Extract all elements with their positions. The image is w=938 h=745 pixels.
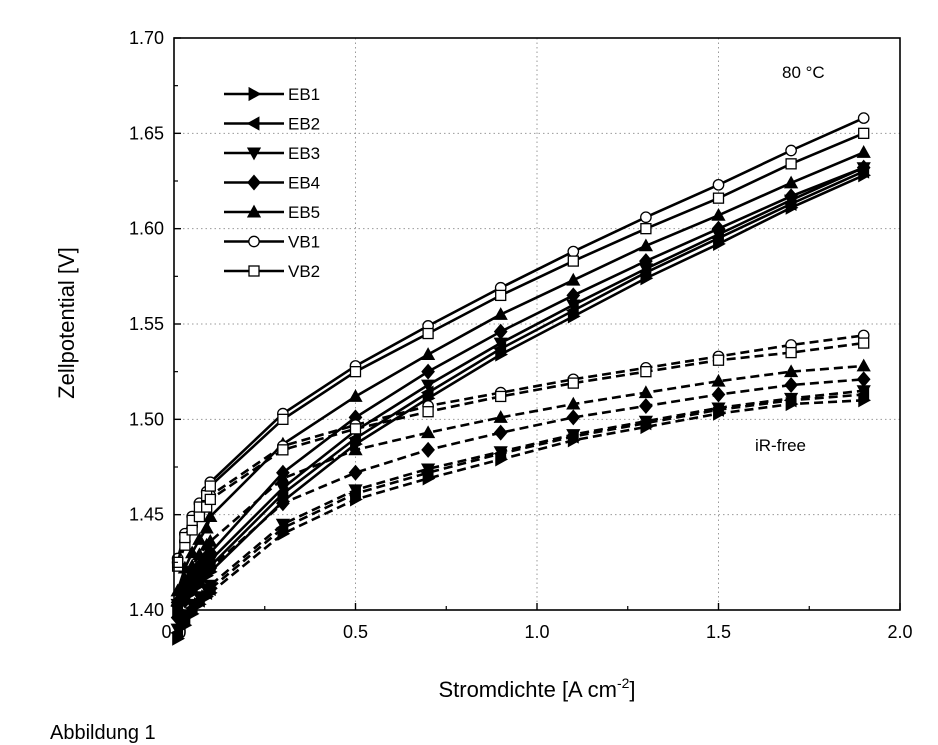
series-vb2-ir-free-point xyxy=(859,338,869,348)
series-vb2-point xyxy=(786,159,796,169)
y-tick-label: 1.45 xyxy=(129,505,164,525)
legend-item-vb2: VB2 xyxy=(224,262,320,281)
series-eb5-point xyxy=(201,522,213,533)
series-eb5-point xyxy=(422,349,434,360)
y-tick-label: 1.50 xyxy=(129,409,164,429)
y-tick-label: 1.65 xyxy=(129,123,164,143)
legend-item-eb3: EB3 xyxy=(224,144,320,163)
series-eb4-point xyxy=(422,365,434,379)
series-eb4-ir-free-point xyxy=(422,443,434,457)
series-vb1-point xyxy=(641,212,651,222)
chart-canvas: 0.0 0.5 1.0 1.5 2.0 1.40 1.45 1.50 1.55 1.60 1.65 1… xyxy=(0,0,938,720)
x-tick-label: 1.0 xyxy=(524,622,549,642)
series-eb5-ir-free-point xyxy=(858,360,870,371)
series-vb2-point xyxy=(423,329,433,339)
y-tick-label: 1.40 xyxy=(129,600,164,620)
series-vb2-point xyxy=(714,193,724,203)
legend-marker-vb1 xyxy=(249,236,259,246)
y-tick-label: 1.70 xyxy=(129,28,164,48)
series-eb5-point xyxy=(350,390,362,401)
series-vb2-point xyxy=(278,414,288,424)
legend-item-eb5: EB5 xyxy=(224,203,320,222)
series-vb2-ir-free-point xyxy=(187,525,197,535)
series-vb1-point xyxy=(568,246,578,256)
series-vb2-ir-free-point xyxy=(786,348,796,358)
legend-label-eb5: EB5 xyxy=(288,203,320,222)
legend: EB1 EB2 EB3 EB4 EB5 VB1 VB2 xyxy=(224,85,320,281)
legend-marker-eb2 xyxy=(248,118,259,130)
series-layer xyxy=(172,113,870,645)
x-tick-label: 0.0 xyxy=(161,622,186,642)
axis-ticks: 0.0 0.5 1.0 1.5 2.0 1.40 1.45 1.50 1.55 1.60 1.65 1… xyxy=(129,28,913,642)
legend-item-eb1: EB1 xyxy=(224,85,320,104)
y-tick-label: 1.60 xyxy=(129,219,164,239)
ir-free-annotation: iR-free xyxy=(755,436,806,455)
series-eb4-point xyxy=(495,325,507,339)
series-eb3 xyxy=(172,163,870,635)
series-vb2-point xyxy=(205,481,215,491)
series-eb4-ir-free-point xyxy=(785,378,797,392)
series-eb4-ir-free-point xyxy=(567,410,579,424)
legend-label-eb3: EB3 xyxy=(288,144,320,163)
legend-item-vb1: VB1 xyxy=(224,233,320,252)
series-vb2-ir-free-point xyxy=(714,355,724,365)
series-vb2-ir-free-point xyxy=(641,367,651,377)
x-axis-title: Stromdichte [A cm-2] xyxy=(438,675,635,702)
x-tick-label: 0.5 xyxy=(343,622,368,642)
figure-caption: Abbildung 1 xyxy=(50,722,156,745)
series-vb2-point xyxy=(641,224,651,234)
x-axis-title-superscript: -2 xyxy=(617,675,630,691)
series-vb2-point xyxy=(859,128,869,138)
series-vb2-ir-free-point xyxy=(278,445,288,455)
series-eb4-ir-free-point xyxy=(640,399,652,413)
temperature-annotation: 80 °C xyxy=(782,63,825,82)
y-tick-label: 1.55 xyxy=(129,314,164,334)
legend-label-eb4: EB4 xyxy=(288,174,320,193)
series-eb4-ir-free-point xyxy=(858,372,870,386)
series-eb4-ir-free-point xyxy=(495,426,507,440)
series-vb2-point xyxy=(351,367,361,377)
series-vb1-point xyxy=(859,113,869,123)
series-vb1-point xyxy=(713,180,723,190)
series-vb2-ir-free-point xyxy=(568,378,578,388)
series-vb2-point xyxy=(496,290,506,300)
series-vb2-ir-free-point xyxy=(496,391,506,401)
y-axis-title: Zellpotential [V] xyxy=(54,247,79,399)
x-axis-title-main: Stromdichte [A cm xyxy=(438,677,617,702)
series-eb4-ir-free-point xyxy=(713,388,725,402)
series-eb4-ir-free-point xyxy=(350,466,362,480)
series-vb2-ir-free-point xyxy=(351,424,361,434)
series-eb5-ir-free-point xyxy=(422,427,434,438)
legend-label-vb1: VB1 xyxy=(288,233,320,252)
series-eb3-ir-free-line xyxy=(178,391,864,629)
series-vb2-ir-free-point xyxy=(194,512,204,522)
x-axis-title-tail: ] xyxy=(629,677,635,702)
series-vb1-point xyxy=(786,145,796,155)
series-eb2-ir-free-line xyxy=(178,395,864,633)
legend-marker-eb1 xyxy=(249,88,260,100)
legend-marker-vb2 xyxy=(249,266,259,276)
legend-label-vb2: VB2 xyxy=(288,262,320,281)
series-vb2-ir-free-point xyxy=(205,494,215,504)
legend-label-eb1: EB1 xyxy=(288,85,320,104)
series-eb5-point xyxy=(858,146,870,157)
legend-marker-eb4 xyxy=(248,176,260,190)
series-vb2-ir-free-point xyxy=(423,407,433,417)
legend-item-eb4: EB4 xyxy=(224,174,320,193)
x-tick-label: 1.5 xyxy=(706,622,731,642)
legend-item-eb2: EB2 xyxy=(224,115,320,134)
legend-label-eb2: EB2 xyxy=(288,115,320,134)
series-vb2-point xyxy=(568,256,578,266)
x-tick-label: 2.0 xyxy=(887,622,912,642)
